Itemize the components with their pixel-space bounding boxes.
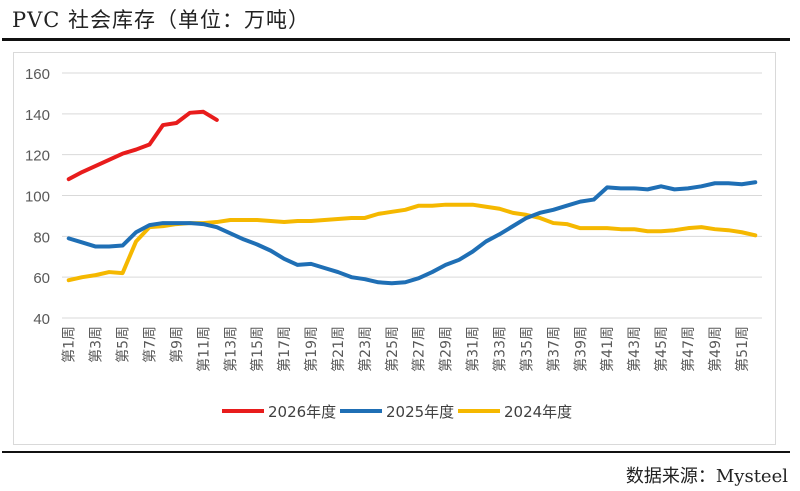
y-tick-label: 120 bbox=[25, 148, 50, 165]
bottom-divider bbox=[2, 451, 790, 453]
x-tick-label: 第23周 bbox=[357, 326, 374, 372]
x-tick-label: 第29周 bbox=[438, 326, 455, 372]
x-tick-label: 第41周 bbox=[599, 326, 616, 372]
x-tick-label: 第7周 bbox=[142, 326, 159, 363]
x-tick-label: 第15周 bbox=[249, 326, 266, 372]
y-tick-label: 60 bbox=[33, 270, 50, 287]
y-tick-label: 100 bbox=[25, 189, 50, 206]
x-tick-label: 第51周 bbox=[734, 326, 751, 372]
x-tick-label: 第45周 bbox=[653, 326, 670, 372]
x-tick-label: 第39周 bbox=[572, 326, 589, 372]
x-tick-label: 第13周 bbox=[222, 326, 239, 372]
series-line-2026年度 bbox=[66, 109, 219, 182]
y-tick-label: 160 bbox=[25, 66, 50, 83]
x-tick-label: 第3周 bbox=[88, 326, 105, 363]
x-tick-label: 第31周 bbox=[465, 326, 482, 372]
x-tick-label: 第43周 bbox=[626, 326, 643, 372]
x-tick-label: 第21周 bbox=[330, 326, 347, 372]
x-tick-label: 第35周 bbox=[518, 326, 535, 372]
y-tick-label: 40 bbox=[33, 311, 50, 328]
series-line-2025年度 bbox=[66, 180, 758, 286]
data-source: 数据来源：Mysteel bbox=[625, 466, 788, 487]
x-tick-label: 第19周 bbox=[303, 326, 320, 372]
x-tick-label: 第47周 bbox=[680, 326, 697, 372]
x-tick-label: 第11周 bbox=[195, 326, 212, 372]
x-tick-label: 第25周 bbox=[384, 326, 401, 372]
x-tick-label: 第9周 bbox=[168, 326, 185, 363]
x-tick-label: 第17周 bbox=[276, 326, 293, 372]
y-tick-label: 140 bbox=[25, 107, 50, 124]
legend-label: 2025年度 bbox=[386, 403, 454, 421]
page-title: PVC 社会库存（单位：万吨） bbox=[12, 8, 311, 32]
chart-frame bbox=[13, 52, 776, 445]
x-tick-label: 第27周 bbox=[411, 326, 428, 372]
x-tick-label: 第5周 bbox=[115, 326, 132, 363]
y-tick-label: 80 bbox=[33, 229, 50, 246]
legend-label: 2024年度 bbox=[504, 403, 572, 421]
x-tick-label: 第33周 bbox=[492, 326, 509, 372]
x-tick-label: 第37周 bbox=[545, 326, 562, 372]
series-line-2024年度 bbox=[66, 202, 758, 283]
legend-label: 2026年度 bbox=[268, 403, 336, 421]
x-tick-label: 第1周 bbox=[61, 326, 78, 363]
top-divider bbox=[2, 38, 790, 41]
x-tick-label: 第49周 bbox=[707, 326, 724, 372]
